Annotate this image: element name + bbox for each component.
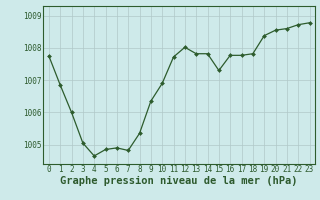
X-axis label: Graphe pression niveau de la mer (hPa): Graphe pression niveau de la mer (hPa): [60, 176, 298, 186]
